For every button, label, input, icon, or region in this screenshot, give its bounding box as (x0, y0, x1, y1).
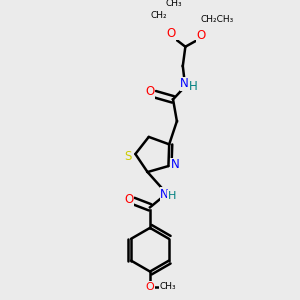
Text: CH₂: CH₂ (150, 11, 167, 20)
Text: O: O (124, 193, 133, 206)
Text: O: O (146, 282, 154, 292)
Text: H: H (168, 191, 176, 201)
Text: O: O (145, 85, 154, 98)
Text: O: O (196, 29, 206, 42)
Text: N: N (160, 188, 169, 201)
Text: N: N (180, 77, 189, 91)
Text: N: N (170, 158, 179, 171)
Text: S: S (124, 150, 132, 163)
Text: CH₃: CH₃ (166, 0, 182, 8)
Text: CH₂CH₃: CH₂CH₃ (200, 15, 233, 24)
Text: H: H (189, 80, 197, 93)
Text: O: O (167, 27, 176, 40)
Text: CH₃: CH₃ (160, 282, 176, 291)
